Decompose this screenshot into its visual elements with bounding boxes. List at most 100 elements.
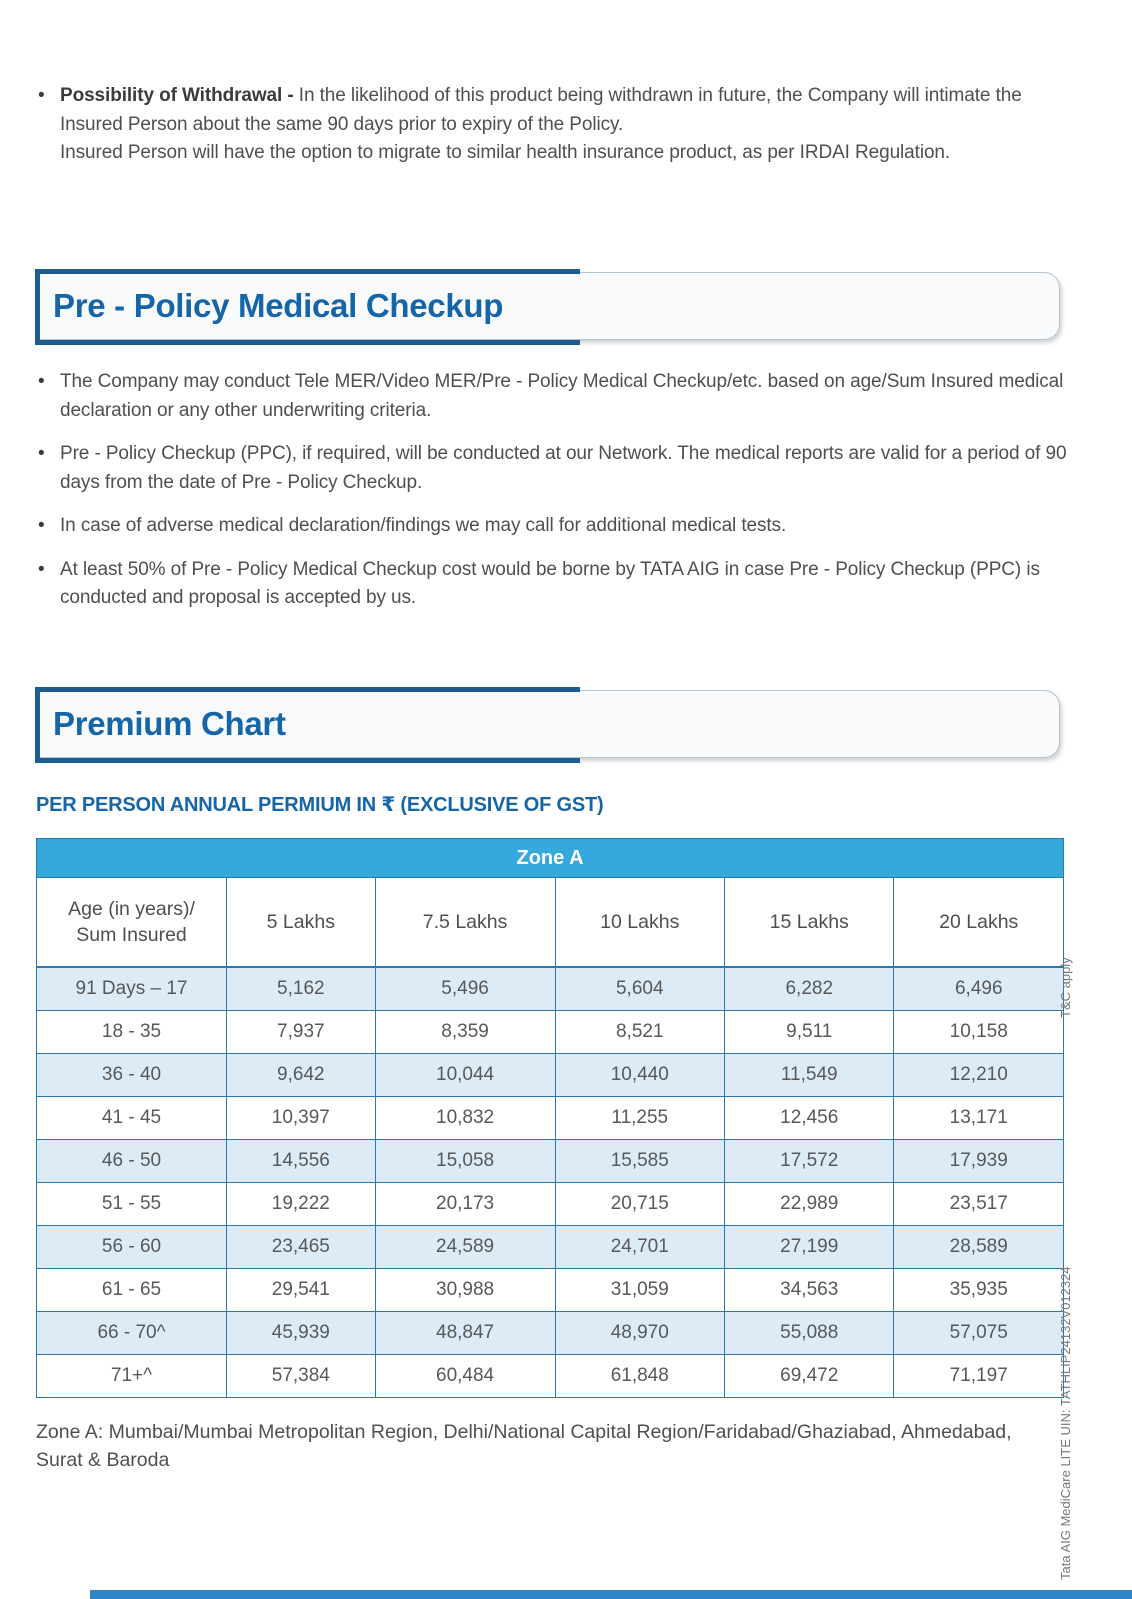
bullet-text: The Company may conduct Tele MER/Video M… [60, 371, 1064, 421]
section-heading-premium-chart: Premium Chart [35, 687, 1060, 763]
age-cell: 61 - 65 [36, 1268, 227, 1312]
premium-cell: 61,848 [554, 1354, 726, 1398]
premium-cell: 20,173 [374, 1182, 556, 1226]
column-header-20-lakhs: 20 Lakhs [893, 877, 1064, 968]
section-title: Premium Chart [53, 705, 286, 742]
premium-table: Zone A Age (in years)/ Sum Insured 5 Lak… [36, 838, 1064, 1398]
premium-cell: 5,162 [226, 966, 376, 1011]
table-row: 66 - 70^ 45,939 48,847 48,970 55,088 57,… [36, 1311, 1064, 1355]
premium-cell: 45,939 [226, 1311, 376, 1355]
bottom-partial-bar [90, 1590, 1132, 1599]
list-item: The Company may conduct Tele MER/Video M… [36, 368, 1072, 425]
premium-cell: 19,222 [226, 1182, 376, 1226]
age-cell: 51 - 55 [36, 1182, 227, 1226]
table-row: 18 - 35 7,937 8,359 8,521 9,511 10,158 [36, 1010, 1064, 1054]
age-cell: 71+^ [36, 1354, 227, 1398]
age-cell: 66 - 70^ [36, 1311, 227, 1355]
age-cell: 41 - 45 [36, 1096, 227, 1140]
premium-cell: 69,472 [723, 1354, 895, 1398]
list-item: Pre - Policy Checkup (PPC), if required,… [36, 440, 1072, 497]
premium-cell: 57,075 [893, 1311, 1064, 1355]
premium-cell: 12,210 [893, 1053, 1064, 1097]
age-cell: 18 - 35 [36, 1010, 227, 1054]
age-header-line1: Age (in years)/ [68, 897, 195, 920]
bullet-text: Pre - Policy Checkup (PPC), if required,… [60, 443, 1067, 493]
table-row: 46 - 50 14,556 15,058 15,585 17,572 17,9… [36, 1139, 1064, 1183]
table-row: 41 - 45 10,397 10,832 11,255 12,456 13,1… [36, 1096, 1064, 1140]
premium-cell: 10,440 [554, 1053, 726, 1097]
withdrawal-paragraph: Possibility of Withdrawal - In the likel… [60, 82, 1072, 139]
premium-cell: 9,511 [723, 1010, 895, 1054]
premium-cell: 23,517 [893, 1182, 1064, 1226]
zone-header: Zone A [36, 838, 1064, 878]
withdrawal-text: In the likelihood of this product being … [60, 85, 1022, 135]
premium-cell: 28,589 [893, 1225, 1064, 1269]
premium-cell: 10,158 [893, 1010, 1064, 1054]
premium-cell: 48,970 [554, 1311, 726, 1355]
premium-cell: 11,549 [723, 1053, 895, 1097]
tc-apply-note: T&C apply [1058, 957, 1073, 1018]
premium-cell: 30,988 [374, 1268, 556, 1312]
table-row: 71+^ 57,384 60,484 61,848 69,472 71,197 [36, 1354, 1064, 1398]
column-header-age-sum-insured: Age (in years)/ Sum Insured [36, 877, 227, 968]
bullet-text: In case of adverse medical declaration/f… [60, 515, 787, 536]
column-header-5-lakhs: 5 Lakhs [226, 877, 376, 968]
list-item: At least 50% of Pre - Policy Medical Che… [36, 556, 1072, 613]
premium-cell: 29,541 [226, 1268, 376, 1312]
withdrawal-lead: Possibility of Withdrawal - [60, 85, 299, 106]
section-heading-pre-policy-medical-checkup: Pre - Policy Medical Checkup [35, 269, 1060, 345]
premium-cell: 13,171 [893, 1096, 1064, 1140]
age-header-line2: Sum Insured [76, 924, 187, 946]
age-cell: 91 Days – 17 [36, 966, 227, 1011]
premium-subtitle: PER PERSON ANNUAL PERMIUM IN ₹ (EXCLUSIV… [36, 794, 604, 816]
premium-cell: 10,832 [374, 1096, 556, 1140]
premium-cell: 60,484 [374, 1354, 556, 1398]
bullet-text: At least 50% of Pre - Policy Medical Che… [60, 558, 1040, 609]
premium-cell: 6,496 [893, 966, 1064, 1011]
premium-cell: 8,359 [374, 1010, 556, 1054]
zone-a-note: Zone A: Mumbai/Mumbai Metropolitan Regio… [36, 1421, 1012, 1472]
section-title: Pre - Policy Medical Checkup [53, 287, 504, 324]
premium-cell: 27,199 [723, 1225, 895, 1269]
premium-cell: 5,496 [374, 966, 556, 1011]
premium-cell: 31,059 [554, 1268, 726, 1312]
column-header-7-5-lakhs: 7.5 Lakhs [374, 877, 556, 968]
withdrawal-bullet: Possibility of Withdrawal - In the likel… [36, 82, 1072, 168]
age-cell: 36 - 40 [36, 1053, 227, 1097]
premium-cell: 11,255 [554, 1096, 726, 1140]
premium-cell: 8,521 [554, 1010, 726, 1054]
premium-cell: 10,397 [226, 1096, 376, 1140]
premium-cell: 57,384 [226, 1354, 376, 1398]
table-row: 61 - 65 29,541 30,988 31,059 34,563 35,9… [36, 1268, 1064, 1312]
premium-cell: 15,058 [374, 1139, 556, 1183]
premium-cell: 17,572 [723, 1139, 895, 1183]
premium-cell: 12,456 [723, 1096, 895, 1140]
uin-note: Tata AIG MediCare LITE UIN: TATHLIP24132… [1058, 1266, 1073, 1580]
pre-policy-bullet-list: The Company may conduct Tele MER/Video M… [36, 368, 1072, 613]
premium-cell: 14,556 [226, 1139, 376, 1183]
premium-cell: 15,585 [554, 1139, 726, 1183]
premium-cell: 22,989 [723, 1182, 895, 1226]
column-header-15-lakhs: 15 Lakhs [723, 877, 895, 968]
table-row: 36 - 40 9,642 10,044 10,440 11,549 12,21… [36, 1053, 1064, 1097]
premium-cell: 7,937 [226, 1010, 376, 1054]
list-item: In case of adverse medical declaration/f… [36, 512, 1072, 541]
premium-cell: 71,197 [893, 1354, 1064, 1398]
column-header-10-lakhs: 10 Lakhs [554, 877, 726, 968]
table-row: 91 Days – 17 5,162 5,496 5,604 6,282 6,4… [36, 966, 1064, 1011]
premium-cell: 9,642 [226, 1053, 376, 1097]
withdrawal-paragraph-2: Insured Person will have the option to m… [60, 142, 951, 163]
premium-cell: 17,939 [893, 1139, 1064, 1183]
premium-cell: 20,715 [554, 1182, 726, 1226]
premium-cell: 34,563 [723, 1268, 895, 1312]
age-cell: 56 - 60 [36, 1225, 227, 1269]
premium-cell: 24,589 [374, 1225, 556, 1269]
premium-cell: 24,701 [554, 1225, 726, 1269]
premium-cell: 10,044 [374, 1053, 556, 1097]
table-row: 56 - 60 23,465 24,589 24,701 27,199 28,5… [36, 1225, 1064, 1269]
premium-cell: 48,847 [374, 1311, 556, 1355]
table-row: 51 - 55 19,222 20,173 20,715 22,989 23,5… [36, 1182, 1064, 1226]
age-cell: 46 - 50 [36, 1139, 227, 1183]
premium-cell: 35,935 [893, 1268, 1064, 1312]
